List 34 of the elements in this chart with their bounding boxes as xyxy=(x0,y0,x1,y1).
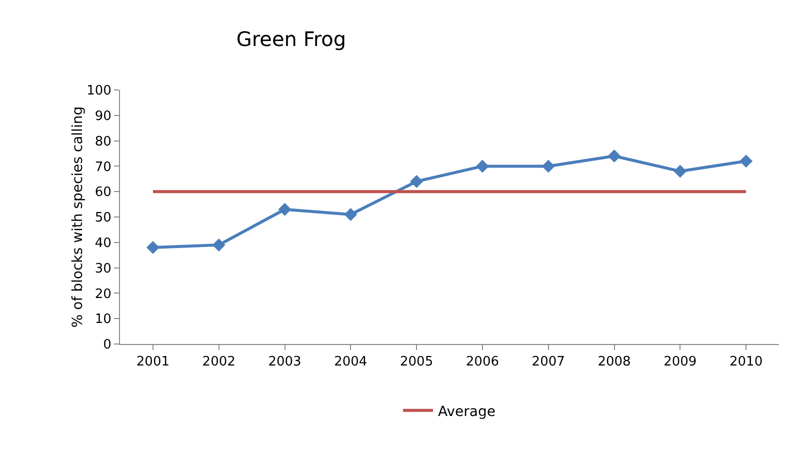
y-tick-label: 20 xyxy=(94,286,112,302)
x-tick-label: 2010 xyxy=(730,354,763,370)
point xyxy=(542,160,555,173)
point xyxy=(212,238,226,252)
x-tick-label: 2004 xyxy=(334,354,368,370)
y-tick-label: 70 xyxy=(94,160,112,175)
point xyxy=(344,208,358,221)
x-tick-label: 2007 xyxy=(532,354,565,370)
y-tick-label: 0 xyxy=(103,338,112,353)
point xyxy=(146,240,160,254)
x-tick-label: 2006 xyxy=(466,354,499,370)
x-tick-label: 2002 xyxy=(202,354,236,370)
y-tick-label: 80 xyxy=(94,134,112,150)
y-axis-title: % of blocks with species calling xyxy=(70,106,86,328)
legend-label: Average xyxy=(438,404,496,420)
x-tick-label: 2001 xyxy=(136,354,170,370)
y-tick-label: 90 xyxy=(94,108,112,124)
x-tick-label: 2003 xyxy=(268,354,302,370)
point xyxy=(740,154,753,168)
y-tick-label: 60 xyxy=(94,185,112,200)
y-tick-label: 40 xyxy=(94,236,112,251)
y-tick-label: 50 xyxy=(94,210,112,226)
y-tick-label: 10 xyxy=(94,312,112,328)
chart-title: Green Frog xyxy=(236,26,346,51)
x-tick-label: 2009 xyxy=(664,354,697,370)
point xyxy=(608,150,621,163)
y-tick-label: 30 xyxy=(94,261,112,276)
x-tick-label: 2005 xyxy=(400,354,434,370)
x-tick-label: 2008 xyxy=(598,354,631,370)
point xyxy=(410,174,424,188)
point xyxy=(278,202,292,216)
point xyxy=(476,160,489,173)
y-tick-label: 100 xyxy=(86,84,112,99)
point xyxy=(674,164,687,178)
